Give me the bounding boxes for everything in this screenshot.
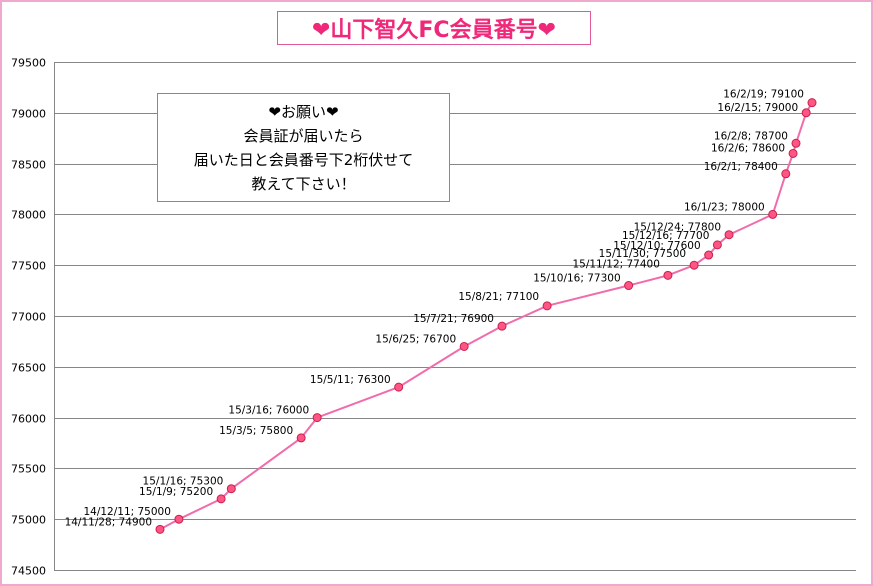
y-tick-label: 76000 [11,413,46,426]
data-point-marker [689,260,699,270]
note-line-3: 教えて下さい！ [251,174,356,193]
chart-title-box: ❤山下智久FC会員番号❤ [277,11,591,45]
request-note-box: ❤お願い❤ 会員証が届いたら 届いた日と会員番号下2桁伏せて 教えて下さい！ [157,93,450,202]
data-point-label: 15/5/11; 76300 [310,374,391,386]
data-point-marker [497,321,507,331]
note-line-2: 届いた日と会員番号下2桁伏せて [193,150,414,169]
data-point-label: 14/12/11; 75000 [83,506,170,518]
data-point-marker [801,108,811,118]
data-point-marker [312,413,322,423]
data-point-label: 15/1/9; 75200 [139,486,213,498]
y-tick-label: 77000 [11,311,46,324]
data-point-label: 15/12/10; 77600 [613,240,700,252]
data-point-label: 15/1/16; 75300 [143,476,224,488]
note-heading: ❤お願い❤ [268,102,339,121]
y-tick-label: 79000 [11,108,46,121]
data-point-marker [768,209,778,219]
y-axis-tick-labels: 74500 75000 75500 76000 76500 77000 77500 78000… [11,57,46,578]
data-point-marker [394,382,404,392]
y-tick-label: 76500 [11,362,46,375]
data-point-label: 15/3/5; 75800 [219,425,293,437]
series-line [159,102,813,531]
y-tick-label: 75000 [11,514,46,527]
y-tick-label: 77500 [11,260,46,273]
data-point-label: 15/12/16; 77700 [622,230,709,242]
data-point-marker [216,494,226,504]
data-point-label: 16/1/23; 78000 [684,201,765,213]
data-point-label: 15/7/21; 76900 [413,313,494,325]
y-tick-label: 79500 [11,57,46,70]
data-point-label: 14/11/28; 74900 [65,516,152,528]
data-point-marker [226,484,236,494]
data-point-label: 16/2/19; 79100 [723,89,804,101]
y-tick-label: 75500 [11,463,46,476]
data-point-marker [296,433,306,443]
data-point-marker [155,524,165,534]
data-point-marker [781,169,791,179]
data-point-label: 16/2/8; 78700 [714,130,788,142]
chart-title: ❤山下智久FC会員番号❤ [311,18,557,43]
data-point-label: 15/11/30; 77500 [599,248,686,260]
y-tick-label: 74500 [11,565,46,578]
data-point-label: 15/10/16; 77300 [533,273,620,285]
data-point-label: 15/8/21; 77100 [458,291,539,303]
data-point-marker [788,148,798,158]
data-point-marker [807,98,817,108]
data-point-label: 16/2/6; 78600 [711,142,785,154]
data-point-label: 15/6/25; 76700 [375,333,456,345]
data-point-marker [542,301,552,311]
data-point-label: 15/12/24; 77800 [634,222,721,234]
data-point-marker [459,341,469,351]
series-line-layer [159,102,813,531]
y-tick-label: 78500 [11,159,46,172]
y-tick-label: 78000 [11,209,46,222]
data-point-label: 15/11/12; 77400 [572,258,659,270]
data-point-label: 16/2/15; 79000 [717,102,798,114]
data-point-marker [724,230,734,240]
data-point-marker [791,138,801,148]
data-point-marker [663,270,673,280]
data-point-marker [624,281,634,291]
data-point-label: 15/3/16; 76000 [228,405,309,417]
data-point-label: 16/2/1; 78400 [704,161,778,173]
series-markers [155,98,817,534]
note-line-1: 会員証が届いたら [243,126,364,145]
data-point-marker [712,240,722,250]
data-point-marker [174,514,184,524]
data-point-marker [704,250,714,260]
